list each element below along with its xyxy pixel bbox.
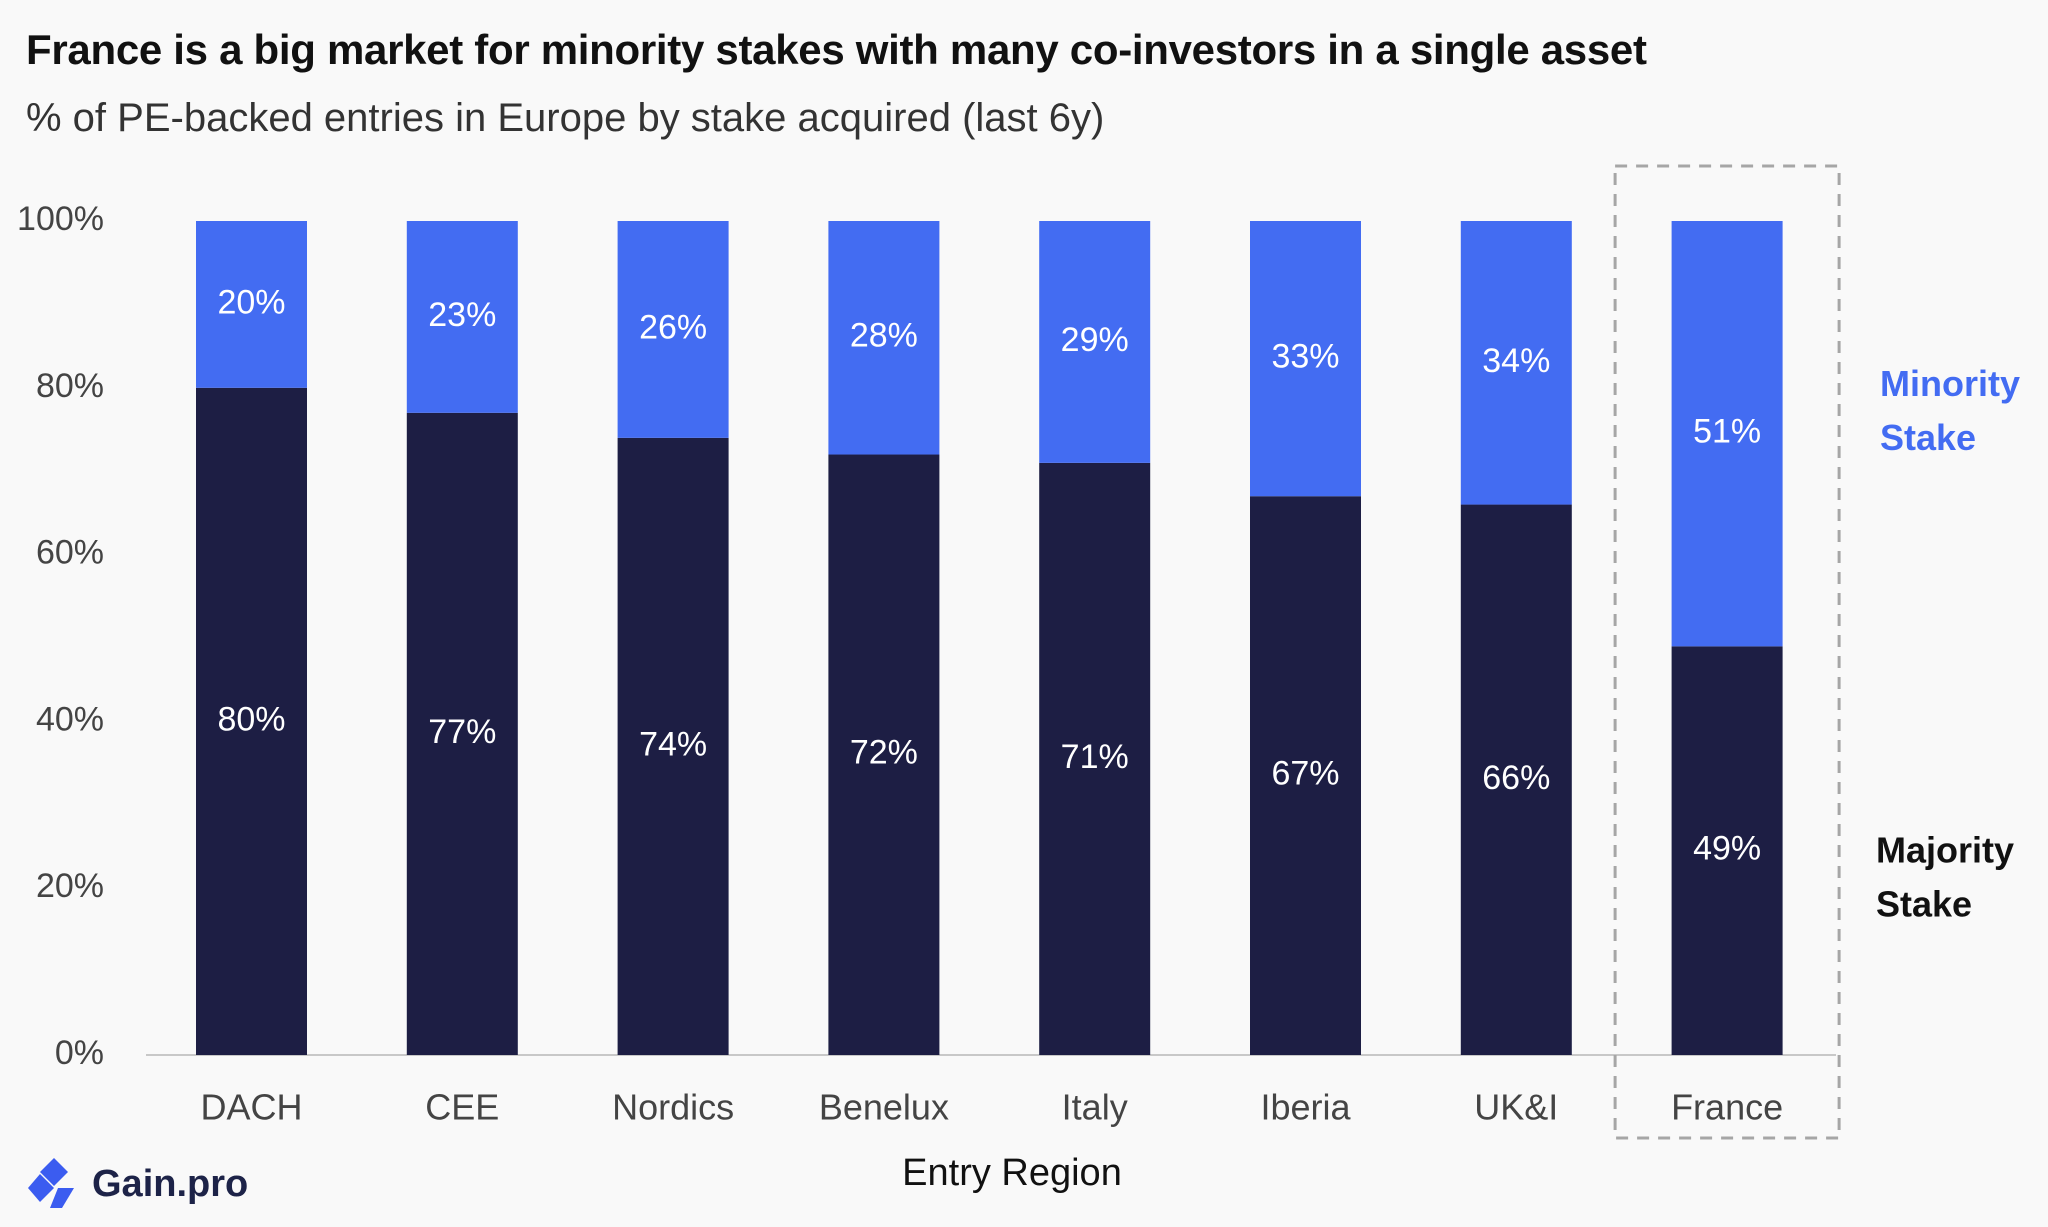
legend-minority-stake: Minority (1880, 363, 2020, 404)
y-tick-label: 100% (17, 200, 104, 238)
y-tick-label: 20% (36, 867, 104, 905)
data-label-majority: 71% (1061, 738, 1129, 776)
bar-majority-france (1671, 646, 1783, 1055)
data-label-majority: 80% (217, 700, 285, 738)
data-label-majority: 74% (639, 725, 707, 763)
data-label-minority: 26% (639, 308, 707, 346)
brand-logo: Gain.pro (24, 1156, 248, 1212)
data-label-minority: 33% (1271, 338, 1339, 376)
bar-majority-cee (406, 412, 518, 1055)
bar-majority-nordics (617, 437, 729, 1056)
bar-majority-dach (196, 387, 307, 1055)
bar-minority-uk-i (1460, 221, 1572, 505)
bar-minority-dach (196, 221, 307, 388)
x-tick-label: Benelux (819, 1087, 949, 1128)
bar-minority-nordics (617, 221, 729, 438)
x-tick-label: CEE (425, 1087, 499, 1128)
y-tick-label: 60% (36, 534, 104, 572)
bar-majority-iberia (1250, 496, 1361, 1056)
bar-minority-italy (1039, 221, 1151, 463)
bar-minority-cee (406, 221, 518, 413)
bar-majority-italy (1039, 462, 1151, 1055)
x-tick-label: Nordics (612, 1087, 734, 1128)
data-label-minority: 20% (217, 283, 285, 321)
x-tick-label: Italy (1062, 1087, 1128, 1128)
x-tick-label: Iberia (1260, 1087, 1351, 1128)
data-label-minority: 28% (850, 317, 918, 355)
legend-majority-stake: Stake (1876, 884, 1972, 925)
y-tick-label: 80% (36, 367, 104, 405)
bar-minority-iberia (1250, 221, 1361, 497)
data-label-minority: 29% (1061, 321, 1129, 359)
legend-minority-stake: Stake (1880, 417, 1976, 458)
x-axis-title: Entry Region (902, 1152, 1122, 1194)
data-label-majority: 66% (1482, 759, 1550, 797)
data-label-majority: 77% (428, 713, 496, 751)
gain-pro-logo-icon (28, 1158, 74, 1208)
bar-majority-benelux (828, 454, 940, 1055)
bar-minority-benelux (828, 221, 940, 455)
data-label-majority: 72% (850, 734, 918, 772)
data-label-majority: 67% (1271, 755, 1339, 793)
chart-title: France is a big market for minority stak… (26, 26, 1647, 73)
bar-majority-uk-i (1460, 504, 1572, 1055)
x-tick-label: UK&I (1474, 1087, 1558, 1128)
highlight-box (1613, 164, 1841, 1140)
data-label-minority: 23% (428, 296, 496, 334)
x-tick-label: DACH (200, 1087, 302, 1128)
data-label-majority: 49% (1693, 830, 1761, 868)
chart-subtitle: % of PE-backed entries in Europe by stak… (26, 96, 1105, 140)
data-label-minority: 51% (1693, 413, 1761, 451)
bar-minority-france (1671, 221, 1783, 647)
brand-name: Gain.pro (92, 1162, 249, 1205)
y-tick-label: 40% (36, 700, 104, 738)
legend-majority-stake: Majority (1876, 830, 2014, 871)
x-tick-label: France (1671, 1087, 1783, 1128)
y-tick-label: 0% (55, 1034, 104, 1072)
data-label-minority: 34% (1482, 342, 1550, 380)
